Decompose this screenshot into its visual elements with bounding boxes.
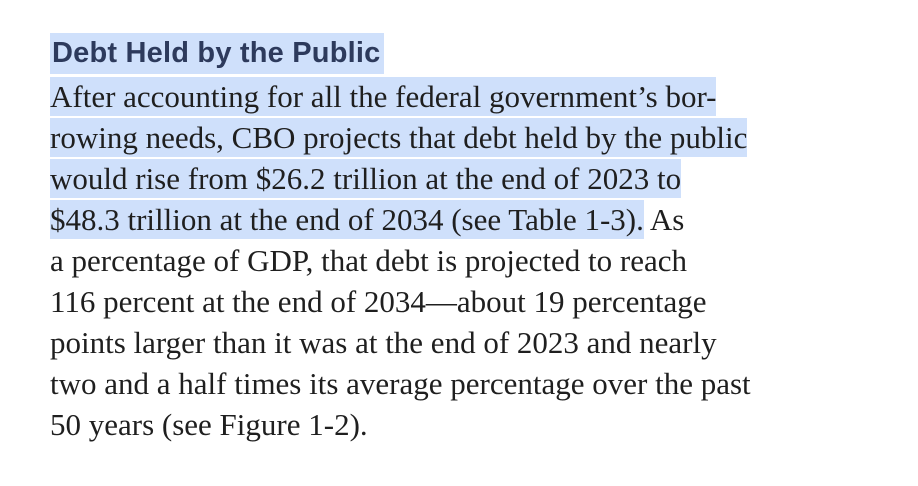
paragraph-line-6: 116 percent at the end of 2034—about 19 …	[50, 281, 910, 322]
paragraph-line-3: would rise from $26.2 trillion at the en…	[50, 158, 910, 199]
paragraph-line-5: a percentage of GDP, that debt is projec…	[50, 240, 910, 281]
plain-text: two and a half times its average percent…	[50, 366, 751, 401]
paragraph-line-4: $48.3 trillion at the end of 2034 (see T…	[50, 199, 910, 240]
document-excerpt: Debt Held by the Public After accounting…	[50, 30, 910, 445]
plain-text: a percentage of GDP, that debt is projec…	[50, 243, 687, 278]
paragraph-line-7: points larger than it was at the end of …	[50, 322, 910, 363]
highlighted-text: would rise from $26.2 trillion at the en…	[50, 159, 682, 198]
heading-line: Debt Held by the Public	[50, 30, 910, 76]
paragraph-line-2: rowing needs, CBO projects that debt hel…	[50, 117, 910, 158]
plain-text: points larger than it was at the end of …	[50, 325, 717, 360]
highlighted-text: rowing needs, CBO projects that debt hel…	[50, 118, 748, 157]
plain-text: 50 years (see Figure 1-2).	[50, 407, 368, 442]
highlighted-text: $48.3 trillion at the end of 2034 (see T…	[50, 200, 644, 239]
paragraph-line-1: After accounting for all the federal gov…	[50, 76, 910, 117]
plain-text: As	[643, 202, 685, 237]
plain-text: 116 percent at the end of 2034—about 19 …	[50, 284, 707, 319]
body-paragraph: After accounting for all the federal gov…	[50, 76, 910, 445]
paragraph-line-9: 50 years (see Figure 1-2).	[50, 404, 910, 445]
highlighted-text: After accounting for all the federal gov…	[50, 77, 717, 116]
section-heading: Debt Held by the Public	[50, 32, 385, 74]
paragraph-line-8: two and a half times its average percent…	[50, 363, 910, 404]
